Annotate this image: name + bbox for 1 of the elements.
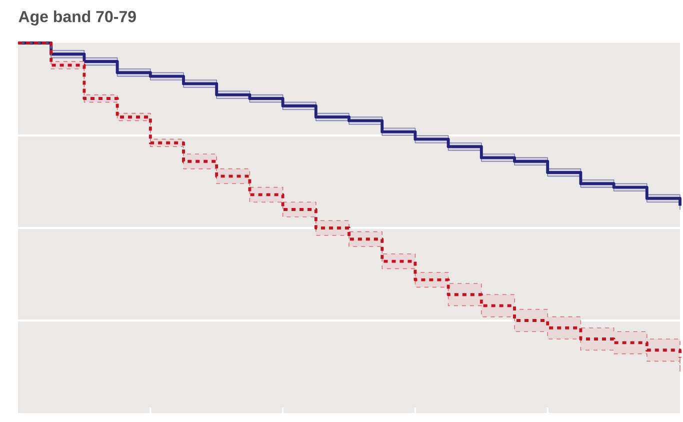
chart-title: Age band 70-79 [18,10,136,26]
